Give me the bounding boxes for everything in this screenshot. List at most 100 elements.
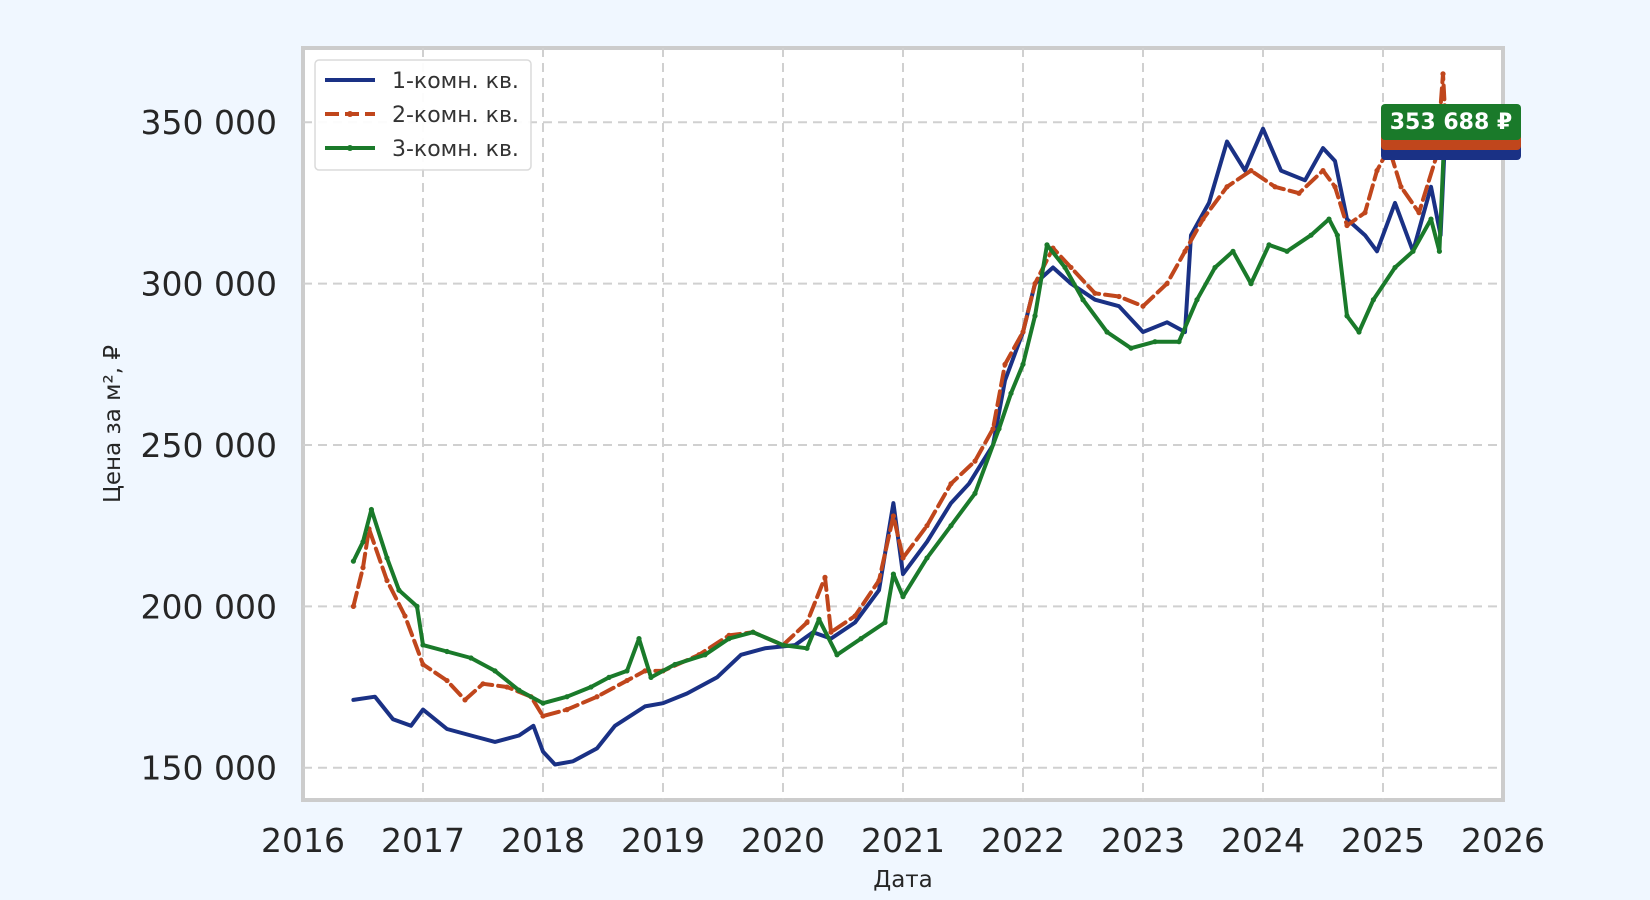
x-tick-label: 2023 — [1101, 821, 1185, 860]
series-point-3 — [816, 616, 822, 622]
series-point-3 — [1370, 297, 1376, 303]
series-point-2 — [540, 713, 546, 719]
legend: 1-комн. кв. 2-комн. кв. 3-комн. кв. — [314, 59, 532, 171]
series-point-2 — [1224, 184, 1230, 190]
series-point-3 — [468, 655, 474, 661]
series-point-2 — [1068, 264, 1074, 271]
value-badge-3: 353 688 ₽ — [1381, 104, 1521, 140]
series-point-3 — [1248, 281, 1254, 287]
series-point-3 — [1128, 345, 1134, 351]
x-tick-label: 2026 — [1461, 821, 1545, 860]
series-point-3 — [606, 674, 612, 680]
series-point-2 — [384, 577, 390, 584]
series-point-3 — [384, 555, 390, 561]
series-point-3 — [1344, 313, 1350, 319]
series-point-2 — [948, 481, 954, 487]
series-point-3 — [1392, 264, 1398, 271]
series-point-2 — [972, 458, 978, 464]
series-point-2 — [1032, 281, 1038, 287]
series-point-2 — [564, 707, 570, 713]
series-point-2 — [822, 574, 828, 580]
series-point-3 — [726, 636, 732, 642]
series-point-3 — [1032, 313, 1038, 319]
series-point-3 — [996, 426, 1002, 432]
series-point-2 — [1020, 329, 1026, 335]
y-tick-label: 300 000 — [141, 265, 277, 304]
y-axis-label: Цена за м², ₽ — [100, 345, 126, 503]
series-point-3 — [1104, 329, 1110, 335]
series-point-3 — [1044, 242, 1050, 248]
series-point-2 — [1164, 281, 1170, 287]
series-point-2 — [1440, 71, 1446, 77]
legend-swatch-marker — [347, 111, 353, 117]
series-point-3 — [890, 571, 897, 577]
series-point-2 — [1272, 184, 1278, 190]
y-tick-label: 150 000 — [141, 749, 277, 788]
y-tick-label: 250 000 — [141, 426, 277, 465]
series-point-3 — [834, 652, 840, 658]
x-tick-label: 2017 — [381, 821, 465, 860]
series-point-2 — [1416, 210, 1422, 216]
series-point-3 — [1230, 248, 1236, 254]
y-axis-ticks: 150 000 200 000 250 000 300 000 350 000 — [141, 103, 277, 787]
series-point-3 — [1062, 264, 1068, 271]
x-tick-label: 2020 — [741, 821, 825, 860]
series-point-2 — [444, 677, 450, 684]
value-badges: 347 560 ₽351 192 ₽353 688 ₽ — [1381, 104, 1521, 160]
series-point-3 — [804, 645, 810, 651]
series-point-3 — [420, 642, 426, 648]
series-point-3 — [1194, 297, 1200, 303]
series-point-2 — [1362, 210, 1368, 216]
series-point-3 — [540, 700, 546, 706]
series-point-2 — [890, 513, 897, 519]
series-point-3 — [750, 629, 756, 635]
series-point-3 — [882, 619, 888, 626]
series-point-3 — [1266, 242, 1272, 248]
series-point-2 — [828, 629, 834, 635]
series-point-3 — [564, 694, 570, 700]
value-badge-bg — [1381, 104, 1521, 140]
series-point-3 — [1176, 339, 1182, 345]
series-point-2 — [420, 661, 426, 668]
series-point-3 — [1212, 264, 1218, 271]
series-point-2 — [804, 619, 810, 626]
series-point-2 — [876, 577, 882, 584]
series-point-3 — [1326, 216, 1332, 222]
x-axis-label: Дата — [873, 867, 933, 893]
series-point-2 — [924, 523, 930, 529]
series-point-3 — [780, 642, 786, 648]
series-point-3 — [492, 668, 498, 674]
series-point-3 — [1428, 216, 1434, 222]
series-point-2 — [1140, 303, 1146, 309]
series-point-3 — [1020, 361, 1026, 367]
series-point-3 — [924, 555, 930, 561]
series-point-3 — [588, 684, 594, 690]
legend-swatch-marker — [347, 145, 353, 151]
series-point-2 — [1002, 361, 1008, 367]
series-point-2 — [462, 697, 468, 703]
series-point-3 — [636, 636, 642, 642]
series-point-2 — [594, 694, 600, 700]
series-layer — [350, 71, 1448, 767]
x-tick-label: 2019 — [621, 821, 705, 860]
series-point-2 — [624, 677, 630, 684]
series-point-2 — [360, 565, 366, 571]
series-point-2 — [642, 668, 648, 674]
series-point-2 — [990, 426, 996, 432]
series-point-2 — [1182, 248, 1188, 254]
x-tick-label: 2025 — [1341, 821, 1425, 860]
legend-box — [314, 59, 532, 171]
series-point-3 — [948, 523, 954, 529]
series-point-2 — [1332, 184, 1338, 190]
series-point-2 — [1320, 168, 1326, 174]
series-point-3 — [1080, 297, 1086, 303]
y-tick-label: 350 000 — [141, 103, 277, 142]
series-point-3 — [900, 594, 906, 600]
legend-label-3: 3-комн. кв. — [392, 137, 519, 162]
x-tick-label: 2022 — [981, 821, 1065, 860]
series-point-3 — [1334, 232, 1340, 238]
series-point-3 — [1284, 248, 1290, 254]
series-line-1 — [351, 126, 1448, 767]
series-point-3 — [368, 506, 374, 513]
